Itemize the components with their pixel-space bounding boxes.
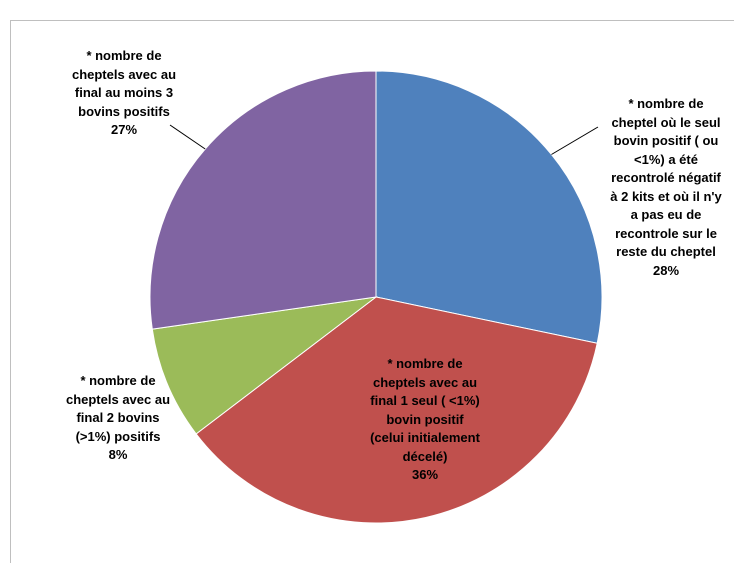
data-label-line: recontrole sur le — [615, 225, 717, 241]
data-label-line: * nombre de — [80, 373, 156, 388]
chart-area — [10, 20, 734, 563]
leader-line-three-plus-positive — [169, 124, 206, 150]
data-label-two-positive: * nombre de cheptels avec au final 2 bovin… — [43, 372, 193, 465]
data-label-line: recontrolé négatif — [611, 170, 721, 185]
pie-slice-retested-negative — [375, 70, 603, 344]
data-label-line: bovin positif ( ou — [613, 133, 719, 148]
data-label-line: à 2 kits et où il n'y — [610, 188, 722, 204]
data-label-line: cheptels avec au — [65, 391, 171, 407]
data-label-line: cheptel où le seul — [611, 114, 721, 130]
pie-slice-two-positive — [151, 296, 378, 435]
data-label-line: * nombre de — [387, 356, 463, 371]
data-label-line: final au moins 3 — [74, 85, 174, 100]
data-label-line: <1%) a été — [634, 151, 698, 167]
data-label-line: (>1%) positifs — [75, 428, 161, 444]
pie-slice-three-plus-positive — [149, 70, 377, 330]
data-label-retested-negative: * nombre de cheptel où le seul bovin posit… — [598, 95, 734, 280]
data-label-line: final 1 seul ( <1%) — [370, 393, 480, 408]
data-label-line: * nombre de — [628, 96, 704, 111]
data-label-percent: 8% — [108, 447, 128, 462]
data-label-line: final 2 bovins — [76, 410, 160, 425]
data-label-line: a pas eu de — [630, 207, 702, 222]
data-label-percent: 36% — [411, 467, 439, 482]
data-label-one-positive: * nombre de cheptels avec au final 1 seul … — [350, 355, 500, 485]
data-label-line: reste du cheptel — [616, 244, 716, 259]
data-label-line: bovin positif — [386, 411, 464, 427]
data-label-percent: 27% — [110, 122, 138, 137]
data-label-line: cheptels avec au — [372, 374, 478, 390]
data-label-three-plus-positive: * nombre de cheptels avec au final au moin… — [49, 47, 199, 140]
data-label-line: cheptels avec au — [71, 66, 177, 82]
data-label-line: bovins positifs — [78, 103, 170, 119]
data-label-line: * nombre de — [86, 48, 162, 63]
pie-slice-one-positive — [195, 296, 598, 524]
data-label-percent: 28% — [652, 262, 680, 278]
leader-line-retested-negative — [551, 126, 599, 155]
data-label-line: décelé) — [402, 448, 448, 464]
data-label-line: (celui initialement — [370, 430, 480, 445]
